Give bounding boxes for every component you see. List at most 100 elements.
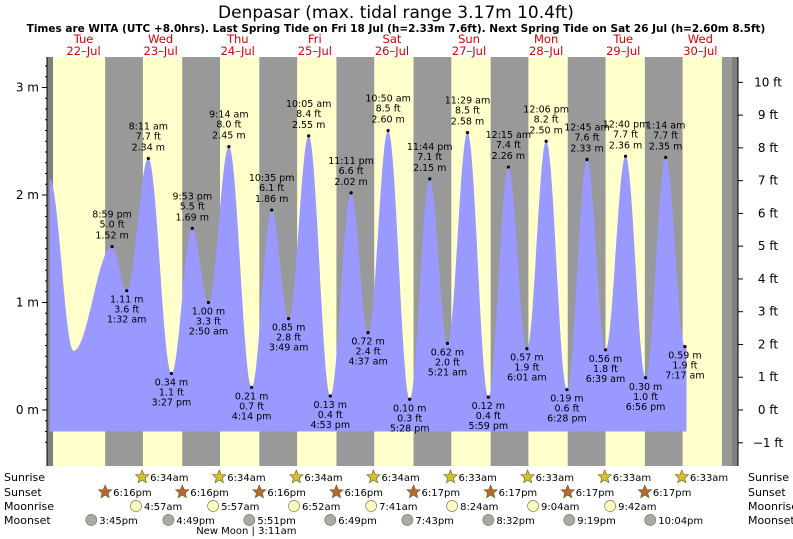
tide-height-ft: 7.7 ft — [653, 130, 678, 141]
tide-height-m: 0.10 m — [393, 403, 426, 414]
low-tide-label: 0.12 m0.4 ft5:59 pm — [469, 395, 509, 432]
tide-height-ft: 5.0 ft — [100, 220, 125, 231]
tide-height-m: 2.34 m — [132, 142, 165, 153]
tide-time: 4:37 am — [348, 357, 387, 368]
sun-star-icon — [406, 484, 421, 499]
moonrise-time: 9:42am — [618, 502, 656, 513]
tide-time: 10:05 am — [286, 99, 331, 110]
tide-time: 6:28 pm — [547, 414, 587, 425]
high-tide-label: 11:29 am8.5 ft2.58 m — [445, 96, 490, 135]
sunset-label-right: Sunset — [748, 486, 786, 499]
tide-height-m: 1.86 m — [255, 194, 288, 205]
tide-height-ft: 7.6 ft — [574, 133, 599, 144]
tide-time: 6:39 am — [586, 374, 625, 385]
tide-height-m: 0.56 m — [589, 354, 622, 365]
tide-time: 7:17 am — [665, 371, 704, 382]
extreme-dot — [408, 397, 412, 401]
moon-icon — [527, 500, 539, 512]
moon-icon — [130, 500, 142, 512]
sunset-time: 6:17pm — [499, 488, 538, 499]
extreme-dot — [146, 156, 150, 161]
moonrise-label-right: Moonrise — [748, 500, 793, 513]
sun-star-icon — [443, 469, 458, 484]
extreme-dot — [110, 245, 114, 249]
tide-time: 5:59 pm — [469, 421, 509, 432]
tide-height-ft: 2.4 ft — [356, 347, 381, 358]
y2-tick-label: 3 ft — [758, 305, 778, 319]
tide-height-m: 0.59 m — [668, 351, 701, 362]
tide-time: 11:11 pm — [328, 156, 374, 167]
y-tick-label: 1 m — [16, 296, 39, 310]
moonrise-row: Moonrise Moonrise 4:57am 5:57am 6:52am 7:41am… — [4, 500, 793, 513]
right-edge — [732, 57, 738, 466]
day-date: 24–Jul — [221, 44, 255, 58]
low-tide-label: 0.85 m2.8 ft3:49 am — [269, 317, 308, 354]
extreme-dot — [544, 139, 548, 143]
sunrise-time: 6:34am — [150, 473, 188, 484]
moonrise-time: 6:52am — [302, 502, 340, 513]
tide-height-ft: 1.1 ft — [159, 387, 184, 398]
tide-time: 1:32 am — [107, 315, 146, 326]
y2-tick-label: 2 ft — [758, 337, 778, 351]
tide-height-ft: 8.4 ft — [296, 109, 321, 120]
sunset-time: 6:17pm — [653, 488, 692, 499]
moon-icon — [207, 500, 219, 512]
high-tide-label: 9:14 am8.0 ft2.45 m — [209, 110, 249, 149]
tide-height-ft: 8.5 ft — [455, 106, 480, 117]
moon-icon — [288, 500, 300, 512]
moon-icon — [243, 514, 256, 526]
tide-time: 5:21 am — [428, 367, 467, 378]
high-tide-label: 1:14 am7.7 ft2.35 m — [646, 120, 685, 159]
tide-height-m: 1.11 m — [110, 295, 143, 306]
tide-height-m: 2.45 m — [212, 131, 245, 142]
tide-height-m: 2.35 m — [649, 141, 682, 152]
moonset-time: 3:45pm — [99, 516, 138, 527]
tide-height-m: 2.33 m — [570, 144, 603, 155]
y2-tick-label: 8 ft — [758, 141, 778, 155]
extreme-dot — [190, 226, 194, 230]
sun-star-icon — [288, 469, 304, 484]
extreme-dot — [125, 289, 129, 293]
extreme-dot — [270, 208, 274, 212]
tide-time: 3:27 pm — [152, 397, 192, 408]
extreme-dot — [465, 131, 470, 135]
day-date: 30–Jul — [683, 44, 717, 58]
tide-time: 12:45 am — [564, 123, 609, 134]
extreme-dot — [644, 376, 648, 380]
new-moon-label: New Moon | 3:11am — [196, 526, 296, 537]
tide-height-ft: 7.4 ft — [496, 140, 521, 151]
moonrise-time: 4:57am — [144, 502, 182, 513]
tide-time: 10:50 am — [365, 94, 410, 105]
chart-subtitle: Times are WITA (UTC +8.0hrs). Last Sprin… — [27, 23, 766, 35]
tide-height-ft: 6.1 ft — [259, 183, 284, 194]
y2-tick-label: −1 ft — [753, 436, 784, 450]
low-tide-label: 0.21 m0.7 ft4:14 pm — [232, 385, 271, 422]
moonset-time: 4:49pm — [176, 516, 215, 527]
high-tide-label: 8:59 pm5.0 ft1.52 m — [92, 210, 132, 249]
sunrise-label-right: Sunrise — [748, 471, 789, 484]
extreme-dot — [603, 348, 608, 352]
day-date: 28–Jul — [529, 44, 563, 58]
tide-height-m: 1.69 m — [176, 212, 209, 223]
tide-height-ft: 0.4 ft — [476, 411, 501, 422]
y-axis-feet: 10 ft 9 ft 8 ft 7 ft 6 ft 5 ft 4 ft 3 ft 2 ft 1 f… — [737, 57, 784, 466]
low-tide-label: 0.34 m1.1 ft3:27 pm — [152, 371, 192, 408]
day-name: Sun — [458, 32, 480, 46]
day-date: 22–Jul — [66, 44, 100, 58]
sunset-time: 6:16pm — [267, 488, 306, 499]
tide-height-ft: 7.7 ft — [613, 129, 638, 140]
extreme-dot — [486, 395, 490, 399]
high-tide-label: 12:06 pm8.2 ft2.50 m — [523, 104, 569, 143]
tide-height-ft: 3.6 ft — [114, 305, 139, 316]
sunrise-time: 6:33am — [613, 473, 651, 484]
tide-height-m: 2.55 m — [292, 120, 325, 131]
low-tide-label: 0.62 m2.0 ft5:21 am — [428, 341, 467, 378]
low-tide-label: 1.00 m3.3 ft2:50 am — [189, 300, 228, 338]
moonset-row: Moonset Moonset 3:45pm 4:49pm 5:51pm 6:49pm 7:… — [4, 514, 793, 527]
tide-time: 8:59 pm — [92, 210, 132, 221]
y-tick-label: 3 m — [16, 81, 39, 95]
sun-star-icon — [329, 484, 344, 499]
extreme-dot — [169, 371, 174, 376]
day-date: 25–Jul — [298, 44, 332, 58]
